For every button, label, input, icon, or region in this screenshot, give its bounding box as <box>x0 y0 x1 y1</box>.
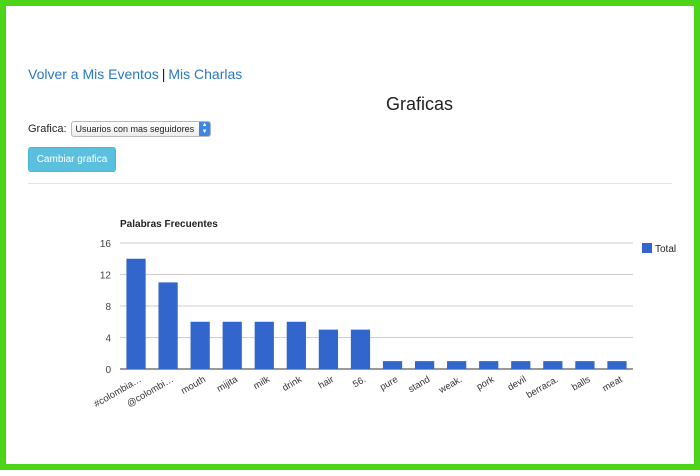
y-tick-label: 0 <box>105 365 111 376</box>
y-tick-label: 12 <box>100 271 112 282</box>
chart-title: Palabras Frecuentes <box>120 219 218 230</box>
bar <box>254 321 274 369</box>
bar <box>190 321 210 369</box>
bar <box>607 361 627 369</box>
x-tick-label: 56. <box>351 374 368 390</box>
bar <box>350 329 371 369</box>
x-tick-label: weak. <box>436 374 464 396</box>
bar <box>575 361 595 369</box>
legend-swatch <box>642 243 652 253</box>
x-tick-label: pork <box>475 374 497 393</box>
my-talks-link[interactable]: Mis Charlas <box>168 66 243 82</box>
back-to-events-link[interactable]: Volver a Mis Eventos <box>28 66 159 82</box>
select-arrows-icon: ▲ ▼ <box>199 122 211 136</box>
x-tick-label: meat <box>601 374 625 394</box>
chart-type-select-value: Usuarios con mas seguidores <box>75 124 195 134</box>
bar <box>479 361 499 369</box>
x-tick-label: pure <box>378 374 400 393</box>
bar <box>158 282 178 369</box>
bar <box>222 321 242 369</box>
x-tick-label: berraca. <box>525 374 561 401</box>
change-chart-button[interactable]: Cambiar grafica <box>28 147 116 172</box>
bar <box>511 361 531 369</box>
bar <box>382 361 403 369</box>
x-tick-label: stand <box>406 374 432 395</box>
bar <box>318 329 339 369</box>
legend-label: Total <box>655 244 676 255</box>
bar <box>126 258 146 369</box>
divider <box>28 183 672 184</box>
x-tick-label: balls <box>570 374 593 393</box>
bar <box>447 361 467 369</box>
x-tick-label: mouth <box>179 374 207 397</box>
chart-selector-row: Grafica: Usuarios con mas seguidores ▲ ▼ <box>28 121 212 137</box>
y-tick-label: 16 <box>100 239 112 250</box>
bar <box>543 361 563 369</box>
y-tick-label: 4 <box>105 334 111 345</box>
page-title: Graficas <box>386 94 454 114</box>
chart-type-select[interactable]: Usuarios con mas seguidores ▲ ▼ <box>70 121 212 137</box>
nav-separator: | <box>161 66 166 82</box>
x-tick-label: drink <box>281 374 305 394</box>
x-tick-label: mijita <box>215 374 240 395</box>
nav-links: Volver a Mis Eventos | Mis Charlas <box>28 66 242 82</box>
y-tick-label: 8 <box>105 302 111 313</box>
x-tick-label: hair <box>317 374 336 391</box>
bar <box>286 321 306 369</box>
chart-selector-label: Grafica: <box>28 123 67 135</box>
x-tick-label: milk <box>252 374 272 392</box>
bar <box>414 361 435 369</box>
bar-chart: Palabras Frecuentes0481216#colombia…@col… <box>92 219 676 410</box>
